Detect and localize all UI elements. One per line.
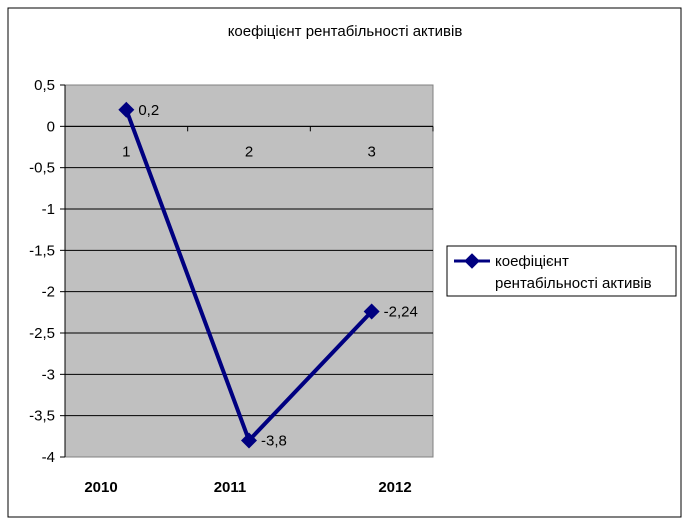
data-label: -3,8: [261, 432, 287, 449]
y-tick-label: -1: [42, 201, 55, 218]
legend-label-line-1: коефіцієнт: [495, 253, 569, 270]
year-label-2011: 2011: [214, 479, 247, 496]
data-point-marker: [363, 303, 380, 320]
y-tick-label: -3,5: [29, 408, 55, 425]
y-tick-label: -1,5: [29, 242, 55, 259]
y-tick-label: -2,5: [29, 325, 55, 342]
plot-background: [64, 84, 434, 458]
data-label: -2,24: [384, 304, 418, 321]
y-tick-label: 0: [47, 118, 55, 135]
year-label-2010: 2010: [84, 479, 117, 496]
chart-title: коефіцієнт рентабільності активів: [228, 23, 463, 40]
data-point-marker: [241, 432, 257, 449]
legend-label-line-2: рентабільності активів: [495, 275, 652, 292]
plot-area: 0,5 0 -0,5 -1 -1,5 -2 -2,5 -3 -3,5 -4 1 2 3 0,2 -3,8 -2…: [29, 77, 434, 466]
year-labels: 2010 2011 2012: [84, 479, 411, 496]
y-tick-label: 0,5: [34, 77, 55, 94]
legend: коефіцієнт рентабільності активів: [446, 245, 677, 297]
legend-box: [446, 245, 677, 297]
y-tick-label: -4: [42, 449, 55, 466]
y-tick-label: -0,5: [29, 160, 55, 177]
y-tick-label: -2: [42, 284, 55, 301]
y-tick-label: -3: [42, 366, 55, 383]
data-label: 0,2: [138, 102, 159, 119]
data-point-marker: [118, 101, 135, 118]
x-category-label: 3: [367, 143, 375, 160]
x-category-label: 2: [245, 143, 253, 160]
x-category-label: 1: [122, 143, 130, 160]
year-label-2012: 2012: [378, 479, 411, 496]
